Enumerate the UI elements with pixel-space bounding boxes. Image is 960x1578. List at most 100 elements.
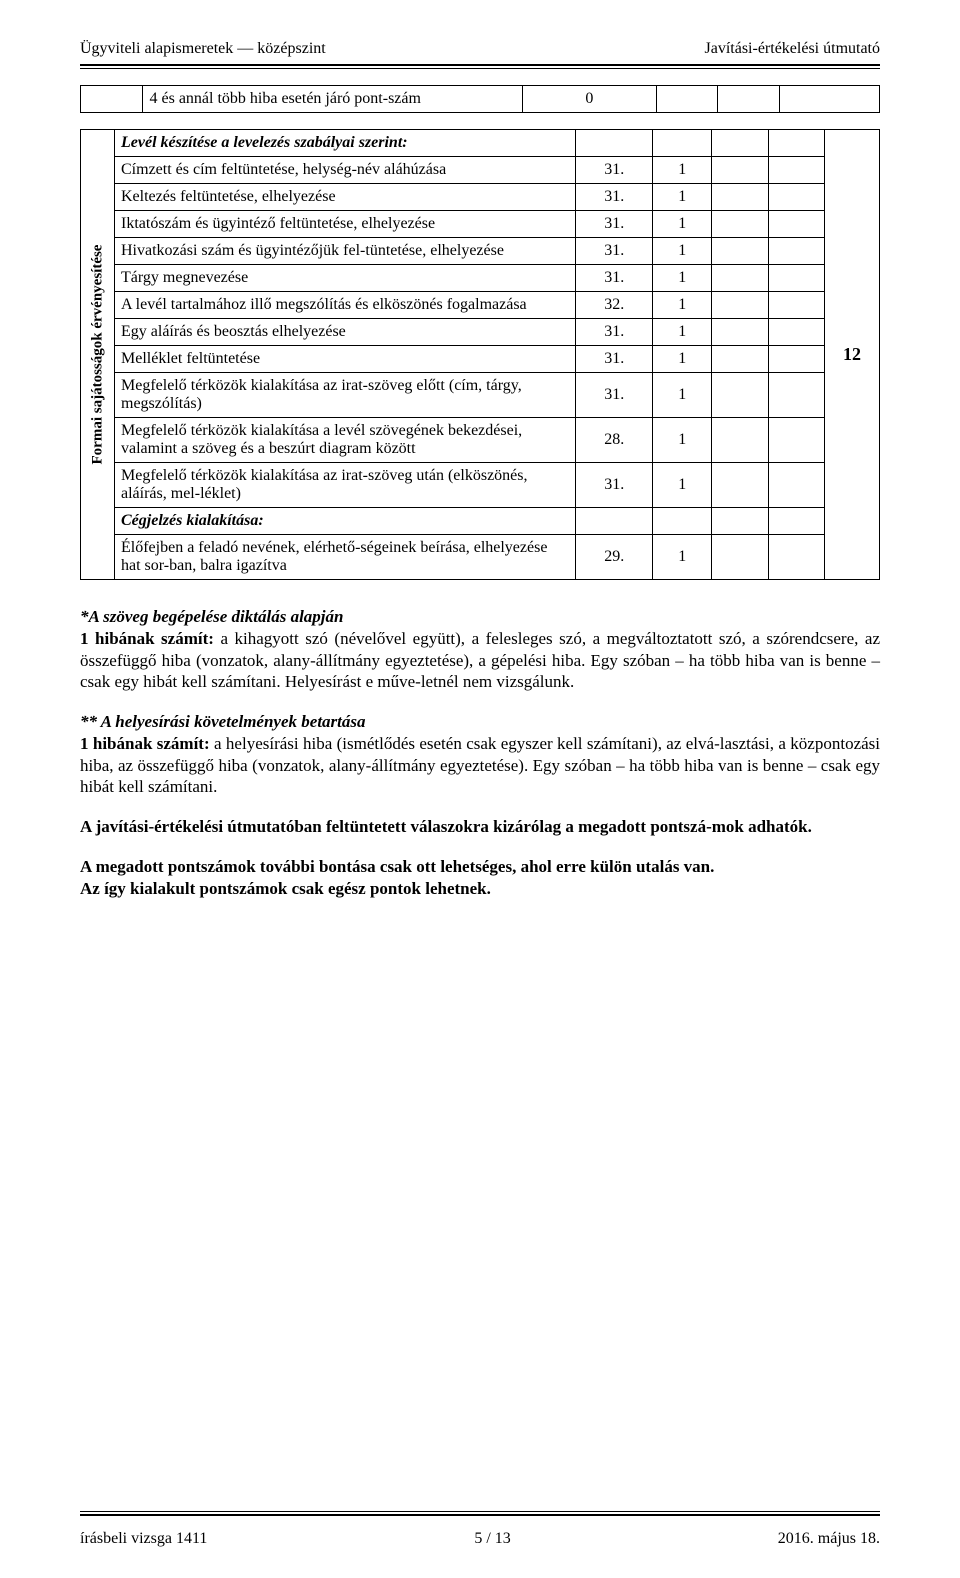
blank-cell: [712, 157, 768, 184]
header-left: Ügyviteli alapismeretek — középszint: [80, 40, 326, 58]
table-row: Egy aláírás és beosztás elhelyezése31.1: [115, 319, 825, 346]
row-col-a: 31.: [576, 319, 653, 346]
heading-cell: Cégjelzés kialakítása:: [115, 508, 576, 535]
page: Ügyviteli alapismeretek — középszint Jav…: [0, 0, 960, 1578]
row-desc: A levél tartalmához illő megszólítás és …: [115, 292, 576, 319]
paragraph: *A szöveg begépelése diktálás alapján 1 …: [80, 606, 880, 693]
p4b: Az így kialakult pontszámok csak egész p…: [80, 879, 491, 898]
main-table: Levél készítése a levelezés szabályai sz…: [114, 129, 825, 580]
blank-cell: [653, 508, 712, 535]
row-col-b: 1: [653, 535, 712, 580]
blank-cell: [768, 463, 824, 508]
row-desc: Megfelelő térközök kialakítása az irat-s…: [115, 463, 576, 508]
row-desc: Címzett és cím feltüntetése, helység-név…: [115, 157, 576, 184]
blank-cell: [768, 157, 824, 184]
footer-row: írásbeli vizsga 1411 5 / 13 2016. május …: [80, 1524, 880, 1548]
row-col-b: 1: [653, 265, 712, 292]
p1-lead: *A szöveg begépelése diktálás alapján: [80, 607, 343, 626]
row-col-a: 31.: [576, 373, 653, 418]
header-right: Javítási-értékelési útmutató: [705, 40, 881, 58]
row-col-b: 1: [653, 418, 712, 463]
footer-rule-thick: [80, 1514, 880, 1516]
page-header: Ügyviteli alapismeretek — középszint Jav…: [80, 40, 880, 58]
top-table-cell-blank: [718, 86, 779, 113]
table-row: Keltezés feltüntetése, elhelyezése31.1: [115, 184, 825, 211]
row-desc: Iktatószám és ügyintéző feltüntetése, el…: [115, 211, 576, 238]
paragraph: A megadott pontszámok további bontása cs…: [80, 856, 880, 900]
blank-cell: [768, 373, 824, 418]
page-footer: írásbeli vizsga 1411 5 / 13 2016. május …: [80, 1499, 880, 1548]
blank-cell: [712, 292, 768, 319]
row-col-a: 31.: [576, 157, 653, 184]
table-row: Megfelelő térközök kialakítása a levél s…: [115, 418, 825, 463]
footer-left: írásbeli vizsga 1411: [80, 1530, 207, 1548]
table-heading-row: Levél készítése a levelezés szabályai sz…: [115, 130, 825, 157]
top-table-cell-val: 0: [522, 86, 656, 113]
row-col-a: 31.: [576, 463, 653, 508]
blank-cell: [712, 130, 768, 157]
row-col-a: 31.: [576, 346, 653, 373]
blank-cell: [712, 463, 768, 508]
blank-cell: [768, 292, 824, 319]
row-col-b: 1: [653, 463, 712, 508]
blank-cell: [712, 508, 768, 535]
row-col-a: 31.: [576, 238, 653, 265]
blank-cell: [768, 319, 824, 346]
top-table: 4 és annál több hiba esetén járó pont-sz…: [80, 85, 880, 113]
blank-cell: [768, 211, 824, 238]
p2-lead: ** A helyesírási követelmények betartása: [80, 712, 366, 731]
table-heading-row: Cégjelzés kialakítása:: [115, 508, 825, 535]
sidebar-label: Formai sajátosságok érvényesítése: [89, 245, 106, 465]
blank-cell: [576, 508, 653, 535]
blank-cell: [712, 184, 768, 211]
blank-cell: [712, 211, 768, 238]
blank-cell: [768, 508, 824, 535]
table-row: Tárgy megnevezése31.1: [115, 265, 825, 292]
row-desc: Egy aláírás és beosztás elhelyezése: [115, 319, 576, 346]
blank-cell: [576, 130, 653, 157]
body-text: *A szöveg begépelése diktálás alapján 1 …: [80, 606, 880, 917]
row-desc: Megfelelő térközök kialakítása az irat-s…: [115, 373, 576, 418]
row-col-b: 1: [653, 211, 712, 238]
blank-cell: [712, 319, 768, 346]
table-row: Hivatkozási szám és ügyintézőjük fel-tün…: [115, 238, 825, 265]
row-col-b: 1: [653, 292, 712, 319]
table-row: Megfelelő térközök kialakítása az irat-s…: [115, 463, 825, 508]
footer-right: 2016. május 18.: [778, 1530, 880, 1548]
top-table-cell-blank: [779, 86, 879, 113]
table-row: 4 és annál több hiba esetén járó pont-sz…: [81, 86, 880, 113]
sidebar-vertical: Formai sajátosságok érvényesítése: [80, 129, 114, 580]
row-col-a: 29.: [576, 535, 653, 580]
row-col-b: 1: [653, 238, 712, 265]
blank-cell: [768, 184, 824, 211]
p3: A javítási-értékelési útmutatóban feltün…: [80, 817, 812, 836]
row-col-a: 31.: [576, 211, 653, 238]
blank-cell: [712, 373, 768, 418]
blank-cell: [712, 418, 768, 463]
table-row: Iktatószám és ügyintéző feltüntetése, el…: [115, 211, 825, 238]
top-table-cell-desc: 4 és annál több hiba esetén járó pont-sz…: [143, 86, 522, 113]
row-col-b: 1: [653, 319, 712, 346]
blank-cell: [768, 418, 824, 463]
top-table-cell-blank: [656, 86, 717, 113]
blank-cell: [712, 265, 768, 292]
row-desc: Melléklet feltüntetése: [115, 346, 576, 373]
blank-cell: [768, 535, 824, 580]
heading-cell: Levél készítése a levelezés szabályai sz…: [115, 130, 576, 157]
blank-cell: [712, 346, 768, 373]
top-table-cell-blank: [81, 86, 143, 113]
table-row: Élőfejben a feladó nevének, elérhető-ség…: [115, 535, 825, 580]
row-col-a: 31.: [576, 265, 653, 292]
section-points: 12: [825, 129, 880, 580]
table-row: Melléklet feltüntetése31.1: [115, 346, 825, 373]
row-desc: Élőfejben a feladó nevének, elérhető-ség…: [115, 535, 576, 580]
blank-cell: [712, 238, 768, 265]
row-col-a: 32.: [576, 292, 653, 319]
main-table-wrap: Formai sajátosságok érvényesítése Levél …: [80, 129, 880, 580]
row-col-a: 31.: [576, 184, 653, 211]
blank-cell: [653, 130, 712, 157]
p4a: A megadott pontszámok további bontása cs…: [80, 857, 714, 876]
footer-center: 5 / 13: [474, 1530, 510, 1548]
header-rule-thick: [80, 64, 880, 66]
blank-cell: [768, 265, 824, 292]
